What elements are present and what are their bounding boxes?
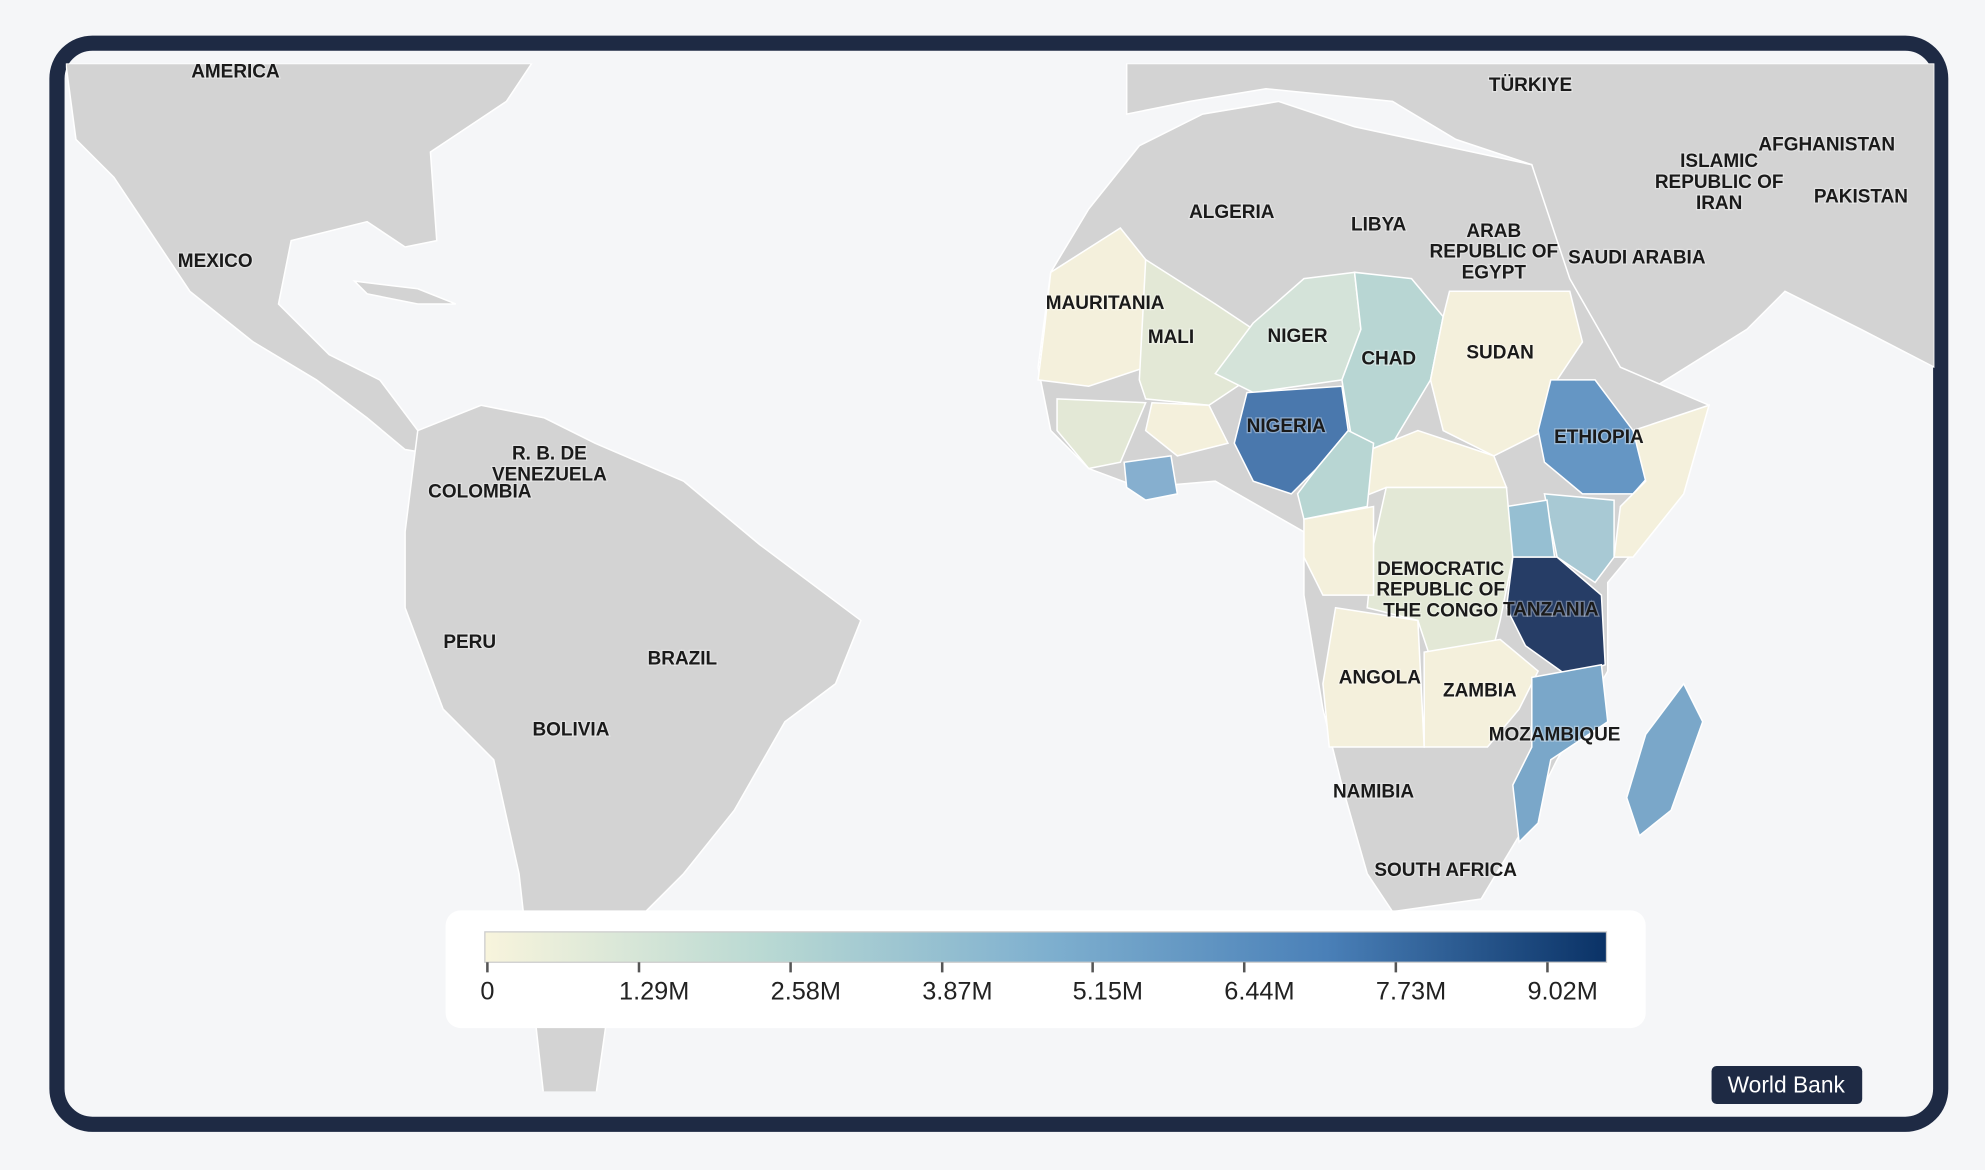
country-label: SUDAN <box>1466 342 1533 363</box>
country-label: AFGHANISTAN <box>1758 135 1895 156</box>
source-label: World Bank <box>1728 1071 1846 1097</box>
legend-tick-label: 5.15M <box>1073 977 1143 1005</box>
country-label: ISLAMIC <box>1680 151 1758 172</box>
zambia <box>1423 638 1540 748</box>
country-label: REPUBLIC OF <box>1655 172 1784 193</box>
country-label: PAKISTAN <box>1814 187 1908 208</box>
country-label: BOLIVIA <box>532 720 609 741</box>
country-label: MALI <box>1148 327 1194 348</box>
country-label: ARAB <box>1466 221 1521 242</box>
country-label: AMERICA <box>191 61 280 82</box>
country-label: EGYPT <box>1462 263 1527 284</box>
map-shapes <box>65 63 1935 1092</box>
country-label: PERU <box>443 632 496 653</box>
country-label: R. B. DE <box>512 444 587 465</box>
country-label: SOUTH AFRICA <box>1374 860 1517 881</box>
mauritania <box>1037 226 1147 388</box>
country-label: ZAMBIA <box>1443 680 1517 701</box>
madagascar <box>1625 682 1704 837</box>
legend-box <box>445 910 1646 1029</box>
country-label: NIGER <box>1268 326 1328 347</box>
north-america <box>65 63 533 458</box>
country-label: TÜRKIYE <box>1489 75 1572 96</box>
legend-tick-label: 2.58M <box>771 977 841 1005</box>
cote-divoire <box>1123 455 1179 501</box>
burkina <box>1144 401 1230 457</box>
gabon-congo <box>1303 505 1375 596</box>
country-label: CHAD <box>1361 349 1416 370</box>
country-label: NIGERIA <box>1247 416 1326 437</box>
country-label: NAMIBIA <box>1333 782 1414 803</box>
angola <box>1322 606 1425 748</box>
country-label: VENEZUELA <box>492 465 607 486</box>
west-africa <box>1056 398 1147 470</box>
cameroon <box>1296 429 1375 521</box>
somalia <box>1613 404 1711 558</box>
country-label: COLOMBIA <box>428 482 532 503</box>
country-label: REPUBLIC OF <box>1376 580 1505 601</box>
legend-tick-label: 6.44M <box>1224 977 1294 1005</box>
legend-tick-label: 9.02M <box>1527 977 1597 1005</box>
nigeria <box>1233 385 1350 495</box>
mozambique <box>1512 663 1609 844</box>
caribbean <box>352 280 457 305</box>
legend-color-bar <box>484 931 1608 963</box>
legend-tick-label: 0 <box>480 977 494 1005</box>
country-label: MEXICO <box>178 251 253 272</box>
country-label: LIBYA <box>1351 214 1406 235</box>
source-badge <box>1711 1066 1863 1105</box>
country-label: BRAZIL <box>648 649 718 670</box>
legend-tick-label: 3.87M <box>922 977 992 1005</box>
country-label: THE CONGO <box>1383 601 1498 622</box>
legend-tick-label: 1.29M <box>619 977 689 1005</box>
south-america <box>404 404 862 1092</box>
country-label: MOZAMBIQUE <box>1489 725 1621 746</box>
country-label: DEMOCRATIC <box>1377 559 1504 580</box>
country-label: TANZANIA <box>1503 599 1599 620</box>
country-labels: AMERICATÜRKIYEAFGHANISTANISLAMICREPUBLIC… <box>177 60 1910 882</box>
uganda <box>1505 499 1556 558</box>
country-label: SAUDI ARABIA <box>1568 247 1706 268</box>
legend-ticks: 0 1.29M 2.58M 3.87M 5.15M 6.44M 7.73M 9.02M <box>480 962 1598 1005</box>
country-label: ETHIOPIA <box>1554 427 1644 448</box>
country-label: REPUBLIC OF <box>1430 242 1559 263</box>
country-label: ANGOLA <box>1339 668 1421 689</box>
country-label: ALGERIA <box>1189 202 1275 223</box>
legend-tick-label: 7.73M <box>1376 977 1446 1005</box>
country-label: MAURITANIA <box>1046 293 1165 314</box>
country-label: IRAN <box>1696 193 1742 214</box>
